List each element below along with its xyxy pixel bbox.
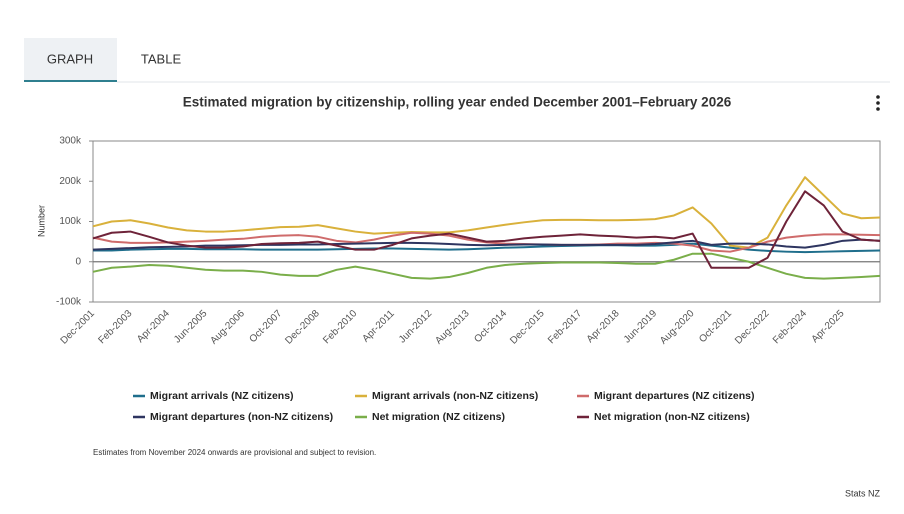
menu-dot	[876, 95, 880, 99]
x-tick-label: Feb-2017	[546, 308, 584, 346]
x-tick-label: Apr-2011	[360, 308, 397, 345]
source: Stats NZ	[845, 488, 881, 498]
legend-label: Migrant departures (NZ citizens)	[594, 390, 754, 402]
menu-button[interactable]	[876, 95, 880, 111]
legend-label: Net migration (NZ citizens)	[372, 411, 505, 423]
x-tick-label: Aug-2020	[658, 308, 697, 347]
x-tick-label: Dec-2008	[283, 308, 322, 347]
menu-dot	[876, 107, 880, 111]
x-tick-label: Dec-2001	[59, 308, 98, 347]
series-line	[92, 238, 881, 251]
y-tick-label: 0	[75, 256, 81, 267]
series-line	[93, 242, 881, 254]
x-tick-label: Apr-2018	[585, 308, 622, 345]
footnote: Estimates from November 2024 onwards are…	[93, 448, 376, 457]
legend-label: Net migration (non-NZ citizens)	[594, 411, 750, 423]
legend-item: Migrant arrivals (non-NZ citizens)	[355, 390, 538, 402]
x-tick-label: Feb-2024	[771, 308, 809, 346]
x-tick-label: Jun-2019	[622, 308, 660, 346]
x-tick-label: Oct-2014	[472, 308, 509, 345]
tab-table[interactable]: TABLE	[141, 51, 182, 66]
x-tick-label: Feb-2010	[321, 308, 359, 346]
y-tick-label: 300k	[59, 136, 82, 147]
tab-graph[interactable]: GRAPH	[47, 51, 93, 66]
tab-active-bg[interactable]	[24, 38, 117, 82]
series-line	[92, 252, 881, 280]
plot-frame	[92, 140, 881, 303]
x-tick-label: Apr-2025	[810, 308, 847, 345]
legend-item: Net migration (non-NZ citizens)	[577, 411, 750, 423]
x-tick-label: Dec-2022	[733, 308, 772, 347]
legend-label: Migrant departures (non-NZ citizens)	[150, 411, 333, 423]
legend-label: Migrant arrivals (non-NZ citizens)	[372, 390, 538, 402]
legend-label: Migrant arrivals (NZ citizens)	[150, 390, 294, 402]
y-axis-label: Number	[36, 205, 46, 237]
x-tick-label: Dec-2015	[508, 308, 547, 347]
x-tick-label: Jun-2005	[172, 308, 210, 346]
y-tick-label: 200k	[59, 176, 82, 187]
series-line	[92, 190, 881, 269]
x-tick-label: Jun-2012	[397, 308, 435, 346]
legend-item: Migrant departures (non-NZ citizens)	[133, 411, 333, 423]
x-tick-label: Feb-2003	[96, 308, 134, 346]
x-tick-label: Oct-2007	[248, 308, 285, 345]
menu-dot	[876, 101, 880, 105]
chart-title: Estimated migration by citizenship, roll…	[183, 95, 732, 110]
legend-item: Migrant departures (NZ citizens)	[577, 390, 754, 402]
x-tick-label: Apr-2004	[135, 308, 172, 345]
legend-item: Net migration (NZ citizens)	[355, 411, 505, 423]
y-tick-label: -100k	[56, 297, 82, 308]
x-tick-label: Oct-2021	[697, 308, 734, 345]
series-line	[92, 176, 881, 249]
x-tick-label: Aug-2006	[208, 308, 247, 347]
legend-item: Migrant arrivals (NZ citizens)	[133, 390, 294, 402]
x-tick-label: Aug-2013	[433, 308, 472, 347]
y-tick-label: 100k	[59, 216, 82, 227]
